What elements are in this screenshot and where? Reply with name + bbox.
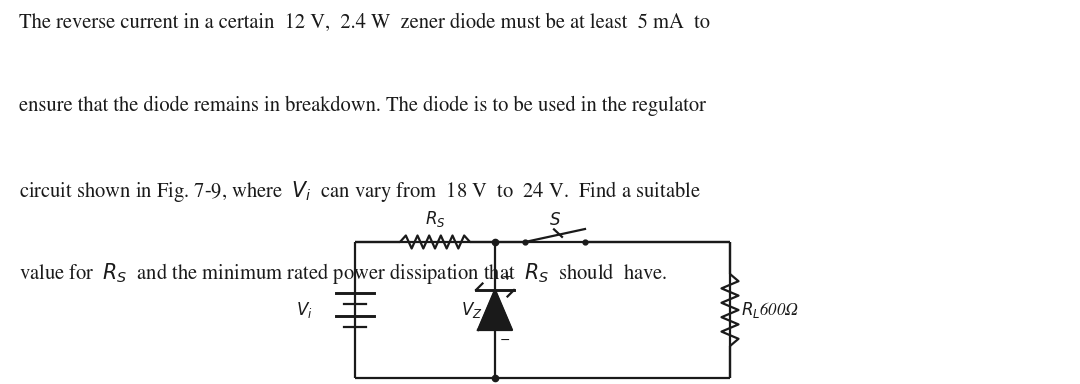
Text: ensure that the diode remains in breakdown. The diode is to be used in the regul: ensure that the diode remains in breakdo…: [19, 96, 706, 116]
Text: −: −: [500, 334, 511, 347]
Text: $V_i$: $V_i$: [296, 300, 313, 320]
Text: +: +: [502, 270, 513, 283]
Text: The reverse current in a certain  12 V,  2.4 W  zener diode must be at least  5 : The reverse current in a certain 12 V, 2…: [19, 13, 711, 33]
Text: value for  $R_S$  and the minimum rated power dissipation that  $R_S$  should  h: value for $R_S$ and the minimum rated po…: [19, 261, 669, 286]
Text: $S$: $S$: [549, 212, 561, 229]
Text: $R_S$: $R_S$: [424, 209, 445, 229]
Text: $R_L$600Ω: $R_L$600Ω: [741, 300, 799, 320]
Text: $V_Z$: $V_Z$: [461, 300, 483, 320]
Polygon shape: [478, 290, 512, 330]
Text: circuit shown in Fig. 7-9, where  $V_i$  can vary from  18 V  to  24 V.  Find a : circuit shown in Fig. 7-9, where $V_i$ c…: [19, 179, 701, 204]
